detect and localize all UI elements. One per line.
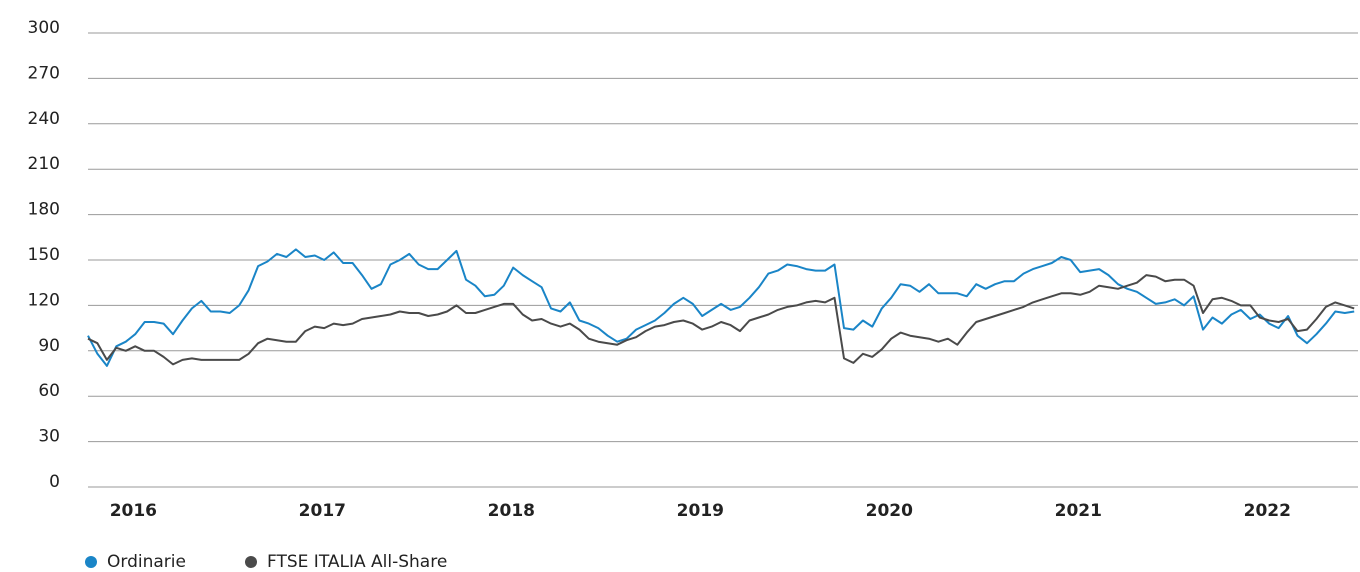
x-tick-label: 2020 — [866, 501, 913, 521]
legend-marker — [245, 556, 257, 568]
y-tick-label: 60 — [38, 381, 60, 401]
x-tick-label: 2022 — [1244, 501, 1291, 521]
y-tick-label: 300 — [28, 18, 60, 38]
x-tick-label: 2016 — [110, 501, 157, 521]
y-tick-label: 180 — [28, 200, 60, 220]
y-tick-label: 90 — [38, 336, 60, 356]
y-tick-label: 150 — [28, 245, 60, 265]
y-tick-label: 120 — [28, 290, 60, 310]
x-tick-label: 2021 — [1055, 501, 1102, 521]
y-tick-label: 0 — [49, 472, 60, 492]
y-tick-label: 210 — [28, 154, 60, 174]
y-tick-label: 270 — [28, 63, 60, 83]
y-tick-label: 30 — [38, 427, 60, 447]
legend-label: FTSE ITALIA All-Share — [267, 552, 447, 572]
x-tick-label: 2018 — [488, 501, 535, 521]
y-tick-label: 240 — [28, 109, 60, 129]
line-series — [87, 274, 1355, 366]
x-tick-label: 2019 — [677, 501, 724, 521]
line-series — [87, 248, 1355, 367]
legend-marker — [85, 556, 97, 568]
x-tick-label: 2017 — [299, 501, 346, 521]
legend-label: Ordinarie — [107, 552, 186, 572]
